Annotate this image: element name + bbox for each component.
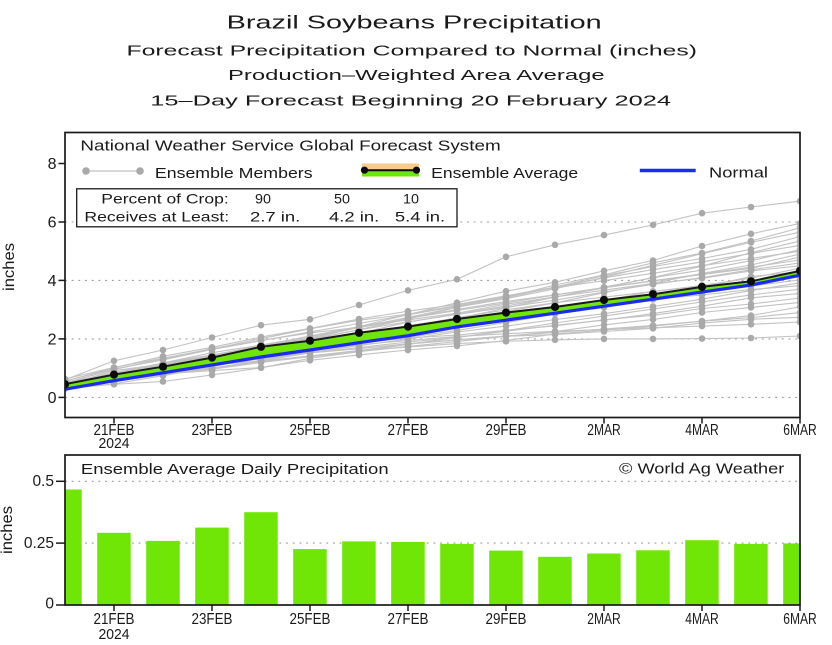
svg-text:23FEB: 23FEB bbox=[192, 611, 233, 628]
svg-text:21FEB: 21FEB bbox=[94, 611, 135, 628]
svg-text:Production–Weighted Area Avera: Production–Weighted Area Average bbox=[228, 67, 605, 84]
svg-text:8: 8 bbox=[48, 156, 57, 173]
svg-text:2024: 2024 bbox=[99, 435, 130, 452]
svg-text:6MAR: 6MAR bbox=[783, 611, 817, 628]
svg-text:inches: inches bbox=[1, 243, 18, 291]
svg-text:90: 90 bbox=[255, 192, 271, 207]
svg-text:25FEB: 25FEB bbox=[290, 611, 331, 628]
svg-text:Receives at Least:: Receives at Least: bbox=[84, 210, 229, 225]
svg-text:2.7 in.: 2.7 in. bbox=[250, 210, 300, 225]
svg-text:Ensemble Average: Ensemble Average bbox=[431, 165, 578, 182]
svg-text:6MAR: 6MAR bbox=[783, 422, 817, 439]
svg-text:15–Day Forecast Beginning 20 F: 15–Day Forecast Beginning 20 February 20… bbox=[150, 93, 671, 110]
svg-text:Ensemble Members: Ensemble Members bbox=[155, 165, 313, 182]
svg-text:4MAR: 4MAR bbox=[685, 422, 719, 439]
svg-text:27FEB: 27FEB bbox=[388, 611, 429, 628]
svg-text:2024: 2024 bbox=[99, 626, 130, 643]
svg-text:Brazil Soybeans Precipitation: Brazil Soybeans Precipitation bbox=[227, 12, 602, 33]
svg-text:4: 4 bbox=[48, 273, 57, 290]
svg-text:Normal: Normal bbox=[709, 165, 768, 182]
svg-text:Ensemble Average Daily Precipi: Ensemble Average Daily Precipitation bbox=[81, 461, 389, 478]
svg-text:50: 50 bbox=[334, 192, 350, 207]
svg-text:4.2 in.: 4.2 in. bbox=[329, 210, 379, 225]
svg-text:0.5: 0.5 bbox=[32, 473, 54, 490]
svg-text:2: 2 bbox=[48, 331, 57, 348]
svg-text:29FEB: 29FEB bbox=[486, 422, 527, 439]
svg-text:0: 0 bbox=[45, 596, 54, 613]
svg-text:10: 10 bbox=[403, 192, 419, 207]
svg-text:0: 0 bbox=[48, 390, 57, 407]
svg-text:National Weather Service Globa: National Weather Service Global Forecast… bbox=[80, 139, 500, 155]
svg-text:© World Ag Weather: © World Ag Weather bbox=[619, 461, 784, 478]
svg-text:Percent of Crop:: Percent of Crop: bbox=[101, 192, 228, 207]
svg-text:6: 6 bbox=[48, 215, 57, 232]
svg-text:inches: inches bbox=[0, 506, 16, 554]
svg-text:29FEB: 29FEB bbox=[486, 611, 527, 628]
svg-text:23FEB: 23FEB bbox=[192, 422, 233, 439]
svg-text:4MAR: 4MAR bbox=[685, 611, 719, 628]
svg-text:0.25: 0.25 bbox=[24, 535, 54, 552]
svg-text:27FEB: 27FEB bbox=[388, 422, 429, 439]
svg-text:5.4 in.: 5.4 in. bbox=[395, 210, 445, 225]
svg-text:Forecast Precipitation Compare: Forecast Precipitation Compared to Norma… bbox=[127, 43, 698, 60]
svg-text:25FEB: 25FEB bbox=[290, 422, 331, 439]
svg-text:21FEB: 21FEB bbox=[94, 422, 135, 439]
svg-text:2MAR: 2MAR bbox=[587, 422, 621, 439]
svg-text:2MAR: 2MAR bbox=[587, 611, 621, 628]
